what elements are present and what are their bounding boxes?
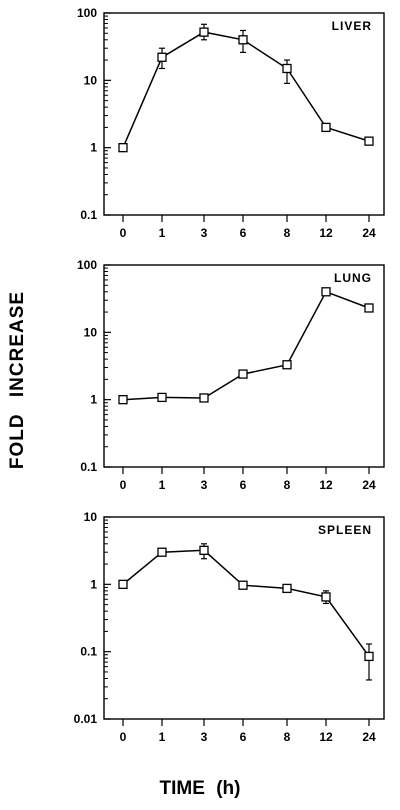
y-tick-label: 0.1 xyxy=(80,645,97,659)
x-tick-label: 1 xyxy=(159,730,166,744)
x-tick-label: 0 xyxy=(120,730,127,744)
y-tick-label: 1 xyxy=(90,141,97,155)
panel-title: LUNG xyxy=(334,271,372,285)
data-point xyxy=(321,122,331,133)
y-tick-label: 0.1 xyxy=(80,208,97,222)
data-point xyxy=(282,360,292,370)
data-point xyxy=(199,545,209,555)
x-tick-label: 12 xyxy=(319,478,333,492)
x-tick-label: 1 xyxy=(159,478,166,492)
data-point xyxy=(199,27,209,37)
x-tick-label: 12 xyxy=(319,226,333,240)
y-axis-title-text: FOLD INCREASE xyxy=(7,290,28,470)
x-tick-label: 3 xyxy=(201,478,208,492)
series-line xyxy=(122,290,370,401)
data-point xyxy=(238,35,248,45)
data-point xyxy=(199,393,209,403)
plot-frame xyxy=(103,516,385,720)
x-tick-label: 8 xyxy=(284,478,291,492)
x-tick-label: 6 xyxy=(240,226,247,240)
x-tick-label: 24 xyxy=(362,226,376,240)
y-tick-label: 10 xyxy=(84,73,98,87)
x-tick-label: 24 xyxy=(362,478,376,492)
y-tick-label: 100 xyxy=(77,258,97,272)
y-tick-label: 1 xyxy=(90,393,97,407)
series-line xyxy=(122,549,370,657)
x-tick-label: 24 xyxy=(362,730,376,744)
series-line xyxy=(122,31,370,148)
data-point xyxy=(238,580,248,590)
y-tick-label: 1 xyxy=(90,577,97,591)
data-point xyxy=(118,579,128,589)
x-tick-label: 8 xyxy=(284,226,291,240)
x-tick-label: 8 xyxy=(284,730,291,744)
x-axis-title: TIME (h) xyxy=(159,778,241,799)
x-tick-label: 3 xyxy=(201,730,208,744)
data-point xyxy=(238,369,248,379)
x-tick-label: 0 xyxy=(120,478,127,492)
x-tick-label: 1 xyxy=(159,226,166,240)
x-tick-label: 3 xyxy=(201,226,208,240)
panel-spleen: 0.01 0.1 1 10 0 1 3 6 8 12 24 SPLEEN xyxy=(74,510,385,744)
data-point xyxy=(321,287,331,297)
plot-frame xyxy=(103,264,385,468)
data-point xyxy=(157,392,167,403)
plot-frame xyxy=(103,12,385,216)
data-point xyxy=(364,303,374,313)
data-point xyxy=(282,583,292,594)
y-tick-label: 100 xyxy=(77,6,97,20)
y-tick-label: 10 xyxy=(84,510,98,524)
panel-lung: 0.1 1 10 100 0 1 3 6 8 12 24 LUNG xyxy=(77,258,385,492)
panel-title: LIVER xyxy=(332,19,372,33)
x-tick-label: 6 xyxy=(240,478,247,492)
data-point xyxy=(321,592,331,602)
x-tick-label: 6 xyxy=(240,730,247,744)
data-point xyxy=(157,52,167,62)
data-point xyxy=(118,395,128,405)
data-point xyxy=(282,63,292,74)
y-tick-label: 0.01 xyxy=(74,712,98,726)
panel-title: SPLEEN xyxy=(318,523,372,537)
y-tick-label: 10 xyxy=(84,325,98,339)
data-point xyxy=(364,136,374,146)
data-point xyxy=(364,651,374,662)
panel-liver: 0.1 1 10 100 0 1 3 6 8 12 24 LIVER xyxy=(77,6,385,240)
data-point xyxy=(157,547,167,557)
y-tick-label: 0.1 xyxy=(80,460,97,474)
x-tick-label: 12 xyxy=(319,730,333,744)
x-tick-label: 0 xyxy=(120,226,127,240)
data-point xyxy=(118,143,128,153)
y-axis-title: FOLD INCREASE xyxy=(4,270,32,490)
